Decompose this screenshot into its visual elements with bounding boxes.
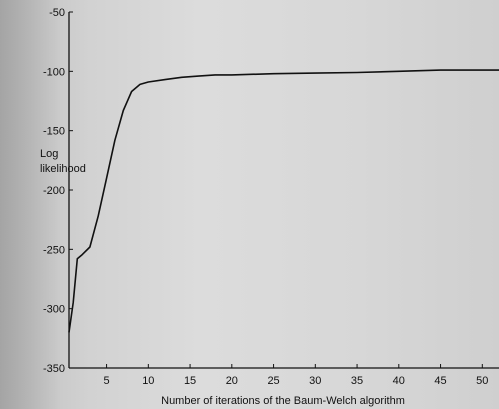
x-tick-label: 25 [267,375,279,387]
y-tick-label: -250 [43,244,65,256]
x-tick-label: 35 [351,375,363,387]
x-tick-label: 50 [476,375,488,387]
chart-axes [68,12,499,369]
x-tick-label: 40 [393,375,405,387]
x-tick-label: 30 [309,375,321,387]
x-tick-label: 10 [142,375,154,387]
x-axis-label: Number of iterations of the Baum-Welch a… [161,395,405,407]
y-tick-label: -100 [43,66,65,78]
y-ticks: -50 -100 -150 -200 -250 -300 -350 [43,7,73,375]
x-tick-label: 5 [104,375,110,387]
x-tick-label: 15 [184,375,196,387]
y-axis-label-line-1: Log [40,148,58,160]
x-ticks: 5 10 15 20 25 30 35 40 45 50 [104,364,488,387]
x-tick-label: 45 [434,375,446,387]
y-axis-label-line-2: likelihood [40,163,86,175]
y-tick-label: -150 [43,126,65,138]
y-tick-label: -200 [43,185,65,197]
y-tick-label: -300 [43,304,65,316]
series-line [68,69,499,333]
x-tick-label: 20 [226,375,238,387]
y-tick-label: -350 [43,363,65,375]
y-tick-label: -50 [49,7,65,19]
